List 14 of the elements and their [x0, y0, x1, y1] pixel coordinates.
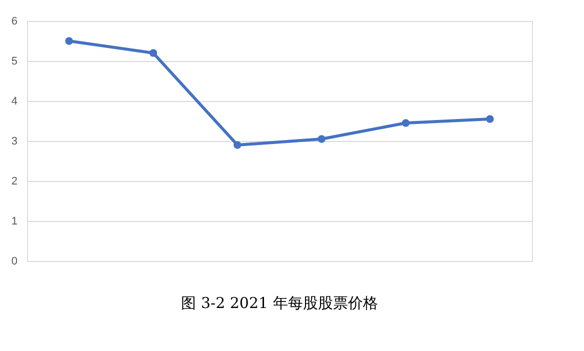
y-tick-label: 0 [11, 256, 18, 268]
point [402, 119, 410, 127]
y-tick-label: 4 [11, 96, 18, 108]
caption: 图 3-2 2021 年每股股票价格 [181, 294, 378, 312]
y-tick-label: 2 [11, 176, 18, 188]
y-tick-label: 6 [11, 16, 18, 28]
y-tick-label: 3 [11, 136, 18, 148]
y-tick-label: 5 [11, 56, 18, 68]
point [318, 135, 326, 143]
point [149, 49, 158, 57]
point [234, 141, 242, 149]
y-tick-label: 1 [11, 216, 18, 228]
point [65, 37, 73, 45]
point [486, 115, 494, 123]
